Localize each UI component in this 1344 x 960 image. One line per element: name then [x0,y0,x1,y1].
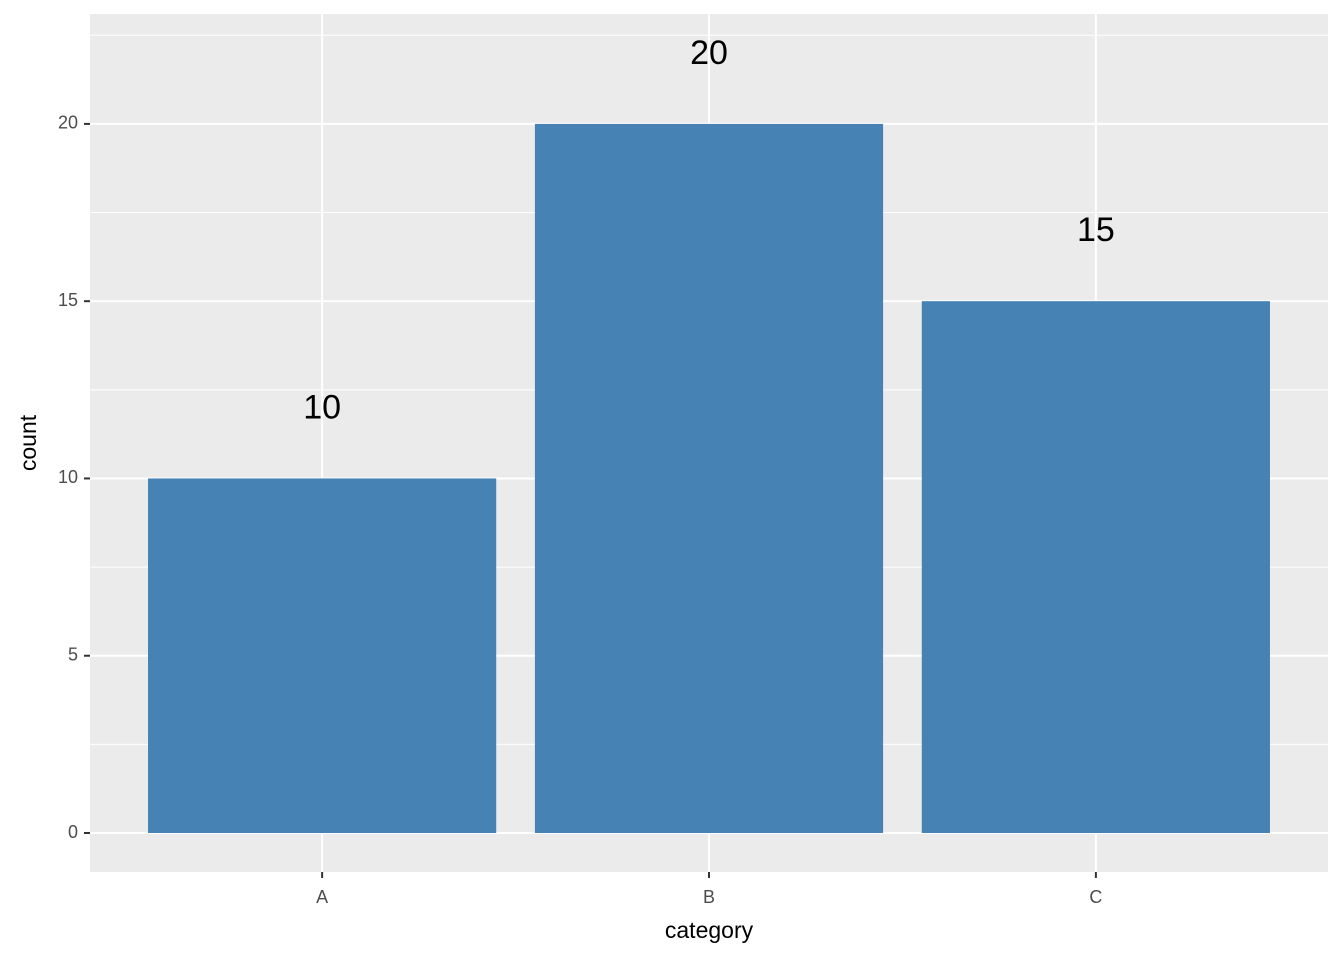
y-tick-label: 0 [68,822,78,842]
y-axis-title: count [15,414,41,471]
value-label: 15 [1077,211,1115,249]
bar [921,301,1270,833]
y-tick-label: 15 [58,290,78,310]
y-tick-label: 5 [68,644,78,664]
x-tick-label: C [1089,887,1102,907]
value-label: 20 [690,34,728,72]
x-tick-label: B [703,887,715,907]
value-label: 10 [303,388,341,426]
marks: 10 20 15 [148,34,1270,834]
bar [534,123,884,834]
bar [148,478,497,833]
x-axis-title: category [665,917,754,943]
y-tick-label: 10 [58,467,78,487]
x-tick-label: A [316,887,328,907]
y-tick-label: 20 [58,113,78,133]
